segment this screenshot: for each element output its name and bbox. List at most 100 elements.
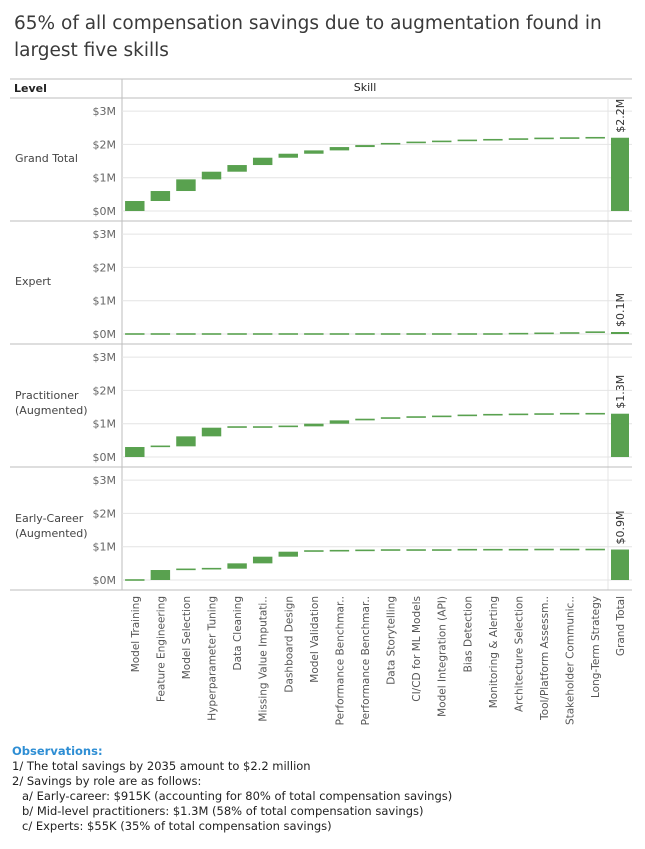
x-tick-label: Dashboard Design xyxy=(283,596,295,693)
waterfall-bar xyxy=(252,333,273,335)
waterfall-bar xyxy=(201,427,222,437)
y-tick-label: $0M xyxy=(93,574,117,587)
waterfall-bar xyxy=(534,413,554,415)
y-tick-label: $2M xyxy=(93,261,117,274)
waterfall-bar xyxy=(176,568,196,571)
waterfall-bar xyxy=(227,563,247,569)
waterfall-bar xyxy=(483,138,503,141)
waterfall-bar xyxy=(508,548,529,551)
waterfall-bar xyxy=(227,165,247,172)
observation-line-2: 2/ Savings by role are as follows: xyxy=(12,774,202,788)
waterfall-bar xyxy=(457,139,478,142)
grand-total-bar xyxy=(611,413,629,457)
waterfall-bar xyxy=(176,436,196,447)
waterfall-bar xyxy=(329,333,350,335)
waterfall-chart: Level Skill $0M $1M $2M $3M Grand Total $2.2M $0… xyxy=(10,78,632,725)
grand-total-bar xyxy=(611,137,629,211)
total-data-label: $1.3M xyxy=(614,375,627,409)
y-tick-label: $1M xyxy=(93,418,117,431)
grand-total-bar xyxy=(611,332,629,334)
waterfall-bar xyxy=(380,549,401,551)
waterfall-bar xyxy=(355,145,375,148)
y-tick-label: $0M xyxy=(93,451,117,464)
waterfall-bar xyxy=(176,333,196,335)
waterfall-bar xyxy=(508,138,529,140)
waterfall-bar xyxy=(329,147,350,151)
total-data-label: $2.2M xyxy=(614,99,627,133)
waterfall-bar xyxy=(585,331,605,333)
chart-title: 65% of all compensation savings due to a… xyxy=(14,13,602,61)
observation-line-3: a/ Early-career: $915K (accounting for 8… xyxy=(22,789,453,803)
x-tick-label: Performance Benchmar.. xyxy=(360,596,372,725)
waterfall-bar xyxy=(201,171,222,180)
waterfall-bar xyxy=(432,333,452,335)
waterfall-bar xyxy=(534,332,554,335)
y-tick-label: $0M xyxy=(93,328,117,341)
x-tick-label: Model Integration (API) xyxy=(437,596,449,717)
waterfall-bar xyxy=(278,551,298,557)
waterfall-bar xyxy=(457,414,478,417)
level-label: Early-Career (Augmented) xyxy=(15,512,88,540)
waterfall-bar xyxy=(176,179,196,192)
x-tick-label: Feature Engineering xyxy=(155,596,167,702)
total-data-label: $0.1M xyxy=(614,293,627,327)
x-tick-label: Data Storytelling xyxy=(386,596,398,685)
waterfall-bar xyxy=(406,416,426,418)
waterfall-bar xyxy=(304,150,324,154)
waterfall-bar xyxy=(252,556,273,564)
waterfall-bar xyxy=(483,333,503,335)
waterfall-bar xyxy=(380,417,401,419)
waterfall-bar xyxy=(585,136,605,139)
level-label: Grand Total xyxy=(15,152,78,165)
x-tick-label: Performance Benchmar.. xyxy=(334,596,346,725)
waterfall-bar xyxy=(406,549,426,551)
y-tick-label: $3M xyxy=(93,474,117,487)
grand-total-bar xyxy=(611,549,629,580)
observation-line-4: b/ Mid-level practitioners: $1.3M (58% o… xyxy=(22,804,424,818)
waterfall-bar xyxy=(329,420,350,424)
waterfall-bar xyxy=(559,137,580,139)
waterfall-bar xyxy=(457,548,478,551)
y-tick-label: $1M xyxy=(93,172,117,185)
waterfall-bar xyxy=(150,333,171,335)
waterfall-bar xyxy=(252,426,273,428)
waterfall-bar xyxy=(432,415,452,418)
waterfall-bar xyxy=(304,423,324,427)
waterfall-bar xyxy=(227,333,247,335)
waterfall-bar xyxy=(406,141,426,144)
observation-line-5: c/ Experts: $55K (35% of total compensat… xyxy=(22,819,332,833)
y-tick-label: $3M xyxy=(93,351,117,364)
y-tick-label: $2M xyxy=(93,138,117,151)
level-label: Expert xyxy=(15,275,52,288)
waterfall-bar xyxy=(432,140,452,143)
x-tick-label: Bias Detection xyxy=(462,596,474,672)
waterfall-bar xyxy=(380,333,401,335)
waterfall-bar xyxy=(201,333,222,335)
x-tick-label: Model Training xyxy=(130,596,142,672)
y-tick-label: $2M xyxy=(93,384,117,397)
x-tick-label: Long-Term Strategy xyxy=(590,596,602,698)
x-tick-label: Model Selection xyxy=(181,596,193,679)
level-label: Practitioner (Augmented) xyxy=(15,389,88,417)
waterfall-bar xyxy=(278,333,298,335)
waterfall-bar xyxy=(585,548,605,551)
waterfall-bar xyxy=(380,142,401,145)
waterfall-bar xyxy=(534,137,554,140)
x-tick-label: CI/CD for ML Models xyxy=(411,596,423,702)
y-tick-label: $3M xyxy=(93,228,117,241)
waterfall-bar xyxy=(304,333,324,335)
column-header-skill: Skill xyxy=(354,81,377,94)
y-tick-label: $2M xyxy=(93,507,117,520)
waterfall-bar xyxy=(355,333,375,335)
x-tick-label: Model Validation xyxy=(309,596,321,683)
x-tick-label: Hyperparameter Tuning xyxy=(207,596,219,721)
x-tick-label: Monitoring & Alerting xyxy=(488,596,500,708)
y-tick-label: $3M xyxy=(93,105,117,118)
waterfall-bar xyxy=(150,570,171,580)
waterfall-bar xyxy=(355,418,375,421)
waterfall-bar xyxy=(559,548,580,551)
observations-heading: Observations: xyxy=(12,744,103,758)
waterfall-bar xyxy=(534,548,554,551)
x-tick-label-grand-total: Grand Total xyxy=(615,596,627,656)
waterfall-bar xyxy=(201,567,222,570)
